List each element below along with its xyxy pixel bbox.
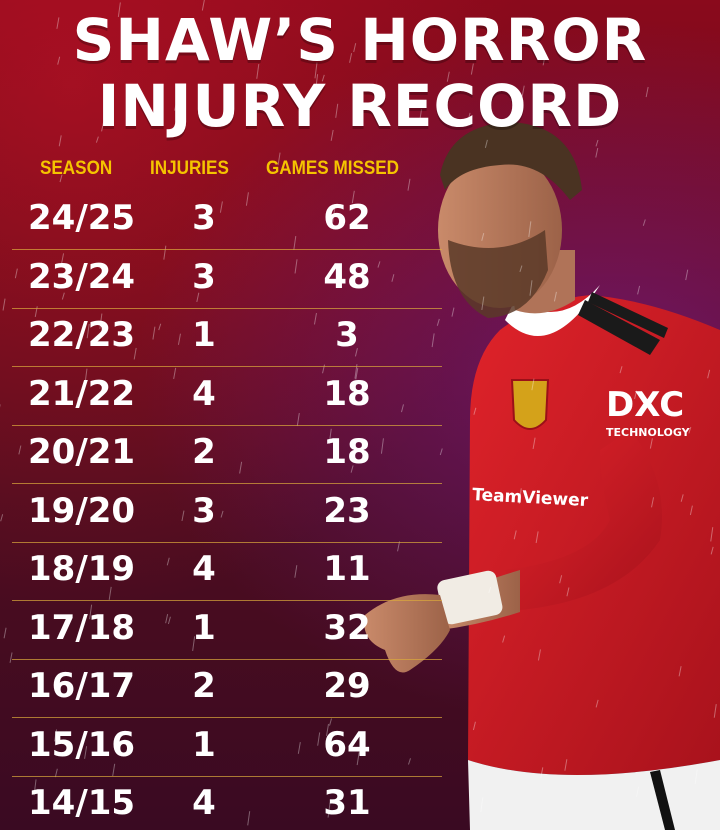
injuries-cell: 1: [192, 315, 216, 355]
season-cell: 16/17: [28, 666, 136, 706]
header-games-missed: GAMES MISSED: [266, 158, 400, 179]
table-row: 24/25 3 62: [12, 192, 442, 250]
injuries-cell: 3: [192, 198, 216, 238]
injuries-cell: 1: [192, 724, 216, 765]
row-divider: [12, 775, 442, 777]
season-cell: 21/22: [28, 373, 136, 414]
injuries-cell: 4: [192, 373, 216, 414]
season-cell: 23/24: [28, 256, 136, 297]
season-cell: 22/23: [28, 315, 136, 355]
injuries-cell: 2: [192, 666, 216, 706]
table-row: 21/22 4 18: [12, 368, 442, 426]
row-divider: [12, 600, 442, 601]
title-line-1: SHAW’S HORROR: [72, 6, 648, 74]
injuries-cell: 2: [192, 432, 216, 472]
season-cell: 18/19: [28, 549, 136, 589]
row-divider: [12, 249, 442, 250]
games-missed-cell: 11: [323, 549, 371, 589]
games-missed-cell: 18: [323, 432, 371, 472]
games-missed-cell: 62: [323, 198, 371, 238]
injuries-cell: 3: [192, 256, 216, 297]
row-divider: [12, 366, 442, 367]
games-missed-cell: 32: [323, 607, 371, 648]
table-row: 18/19 4 11: [12, 543, 442, 601]
row-divider: [12, 717, 442, 718]
sponsor-sub: TECHNOLOGY: [606, 426, 691, 439]
table-row: 17/18 1 32: [12, 602, 442, 660]
games-missed-cell: 64: [323, 724, 371, 765]
row-divider: [12, 658, 442, 660]
games-missed-cell: 18: [323, 373, 371, 414]
table-row: 14/15 4 31: [12, 777, 442, 830]
injuries-cell: 4: [192, 549, 216, 589]
table-row: 16/17 2 29: [12, 660, 442, 718]
row-divider: [12, 541, 442, 543]
games-missed-cell: 31: [323, 783, 371, 823]
table-row: 22/23 1 3: [12, 309, 442, 367]
season-cell: 19/20: [28, 490, 136, 531]
season-cell: 15/16: [28, 724, 136, 765]
games-missed-cell: 48: [323, 256, 371, 297]
injury-table: SEASON INJURIES GAMES MISSED 24/25 3 62 23/…: [12, 150, 442, 830]
games-missed-cell: 29: [323, 666, 371, 706]
injuries-cell: 1: [192, 607, 216, 648]
games-missed-cell: 23: [323, 490, 371, 531]
games-missed-cell: 3: [335, 315, 359, 355]
injuries-cell: 3: [192, 490, 216, 531]
row-divider: [12, 483, 442, 484]
table-row: 15/16 1 64: [12, 719, 442, 777]
row-divider: [12, 424, 442, 426]
row-divider: [12, 307, 442, 309]
season-cell: 17/18: [28, 607, 136, 648]
table-row: 23/24 3 48: [12, 251, 442, 309]
title-line-2: INJURY RECORD: [97, 72, 623, 140]
season-cell: 20/21: [28, 432, 136, 472]
table-row: 19/20 3 23: [12, 485, 442, 543]
injuries-cell: 4: [192, 783, 216, 823]
header-injuries: INJURIES: [150, 158, 229, 179]
table-row: 20/21 2 18: [12, 426, 442, 484]
season-cell: 14/15: [28, 783, 136, 823]
sponsor-logo: DXC: [606, 385, 684, 425]
header-season: SEASON: [40, 158, 113, 179]
season-cell: 24/25: [28, 198, 136, 238]
